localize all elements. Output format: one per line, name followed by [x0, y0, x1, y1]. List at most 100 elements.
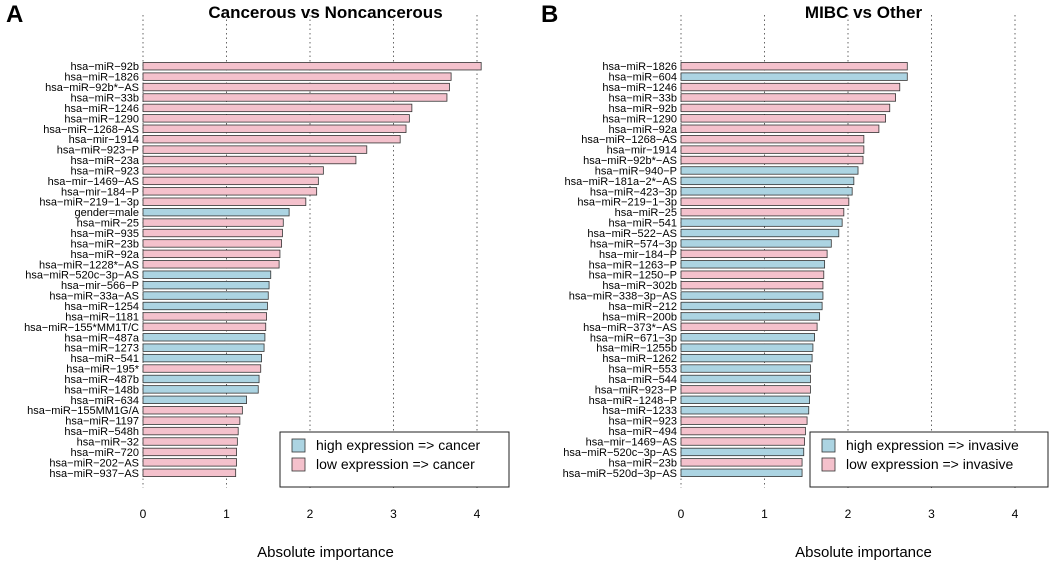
- panel-a-x-axis-title: Absolute importance: [257, 544, 394, 561]
- panel-b-bar: [680, 249, 828, 259]
- panel-b-bar: [680, 406, 810, 415]
- panel-a-bar: [142, 322, 267, 331]
- panel-b-bar: [680, 260, 826, 269]
- panel-b-bar: [680, 145, 865, 154]
- panel-a-bar: [142, 312, 267, 321]
- panel-a-bar: [142, 228, 283, 238]
- panel-a-category-label: hsa−miR−923−P: [57, 145, 139, 157]
- panel-a-category-label: hsa−miR−25: [77, 218, 139, 230]
- panel-a-bar: [142, 176, 319, 186]
- panel-b-category-label: hsa−miR−181a−2*−AS: [564, 176, 677, 188]
- panel-b-x-tick-label: 4: [1012, 507, 1019, 521]
- panel-b-bar: [680, 135, 865, 144]
- panel-a-bar: [142, 114, 410, 123]
- panel-a-category-label: hsa−miR−1826: [64, 72, 139, 84]
- panel-a-category-label: hsa−miR−33b: [71, 92, 140, 104]
- panel-b-category-label: hsa−miR−923: [609, 416, 678, 428]
- panel-a-x-tick-label: 3: [390, 507, 397, 521]
- panel-a-bar: [142, 260, 280, 269]
- panel-b-bar: [680, 176, 855, 186]
- panel-b-bar: [680, 468, 803, 477]
- panel-a-category-label: hsa−miR−1254: [64, 301, 139, 313]
- panel-b-bar: [680, 364, 811, 373]
- panel-b-legend-label-high: high expression => invasive: [846, 437, 1019, 453]
- panel-a-bar: [142, 82, 450, 92]
- panel-a-category-label: hsa−miR−1290: [64, 113, 139, 125]
- panel-b-bar: [680, 374, 811, 384]
- panel-a-category-label: hsa−miR−541: [71, 353, 140, 365]
- panel-a-legend-label-low: low expression => cancer: [316, 456, 475, 472]
- panel-b-legend-label-low: low expression => invasive: [846, 456, 1014, 472]
- panel-a-category-label: hsa−mir−566−P: [61, 280, 139, 292]
- panel-b-chart: 0 1 2 3 4 hsa−miR−1826hsa−miR−604hsa−miR−1246…: [563, 15, 1049, 521]
- panel-b-bar: [680, 187, 853, 196]
- panel-b-category-label: hsa−miR−92a: [609, 124, 678, 136]
- panel-a-category-label: hsa−mir−184−P: [61, 186, 139, 198]
- panel-a-category-label: hsa−miR−1268−AS: [43, 124, 139, 136]
- panel-a-bar: [142, 280, 270, 290]
- panel-b-category-label: hsa−miR−23b: [609, 457, 678, 469]
- panel-a-bar: [142, 395, 247, 404]
- panel-b-x-axis-title: Absolute importance: [795, 544, 932, 561]
- panel-b-category-label: hsa−miR−423−3p: [590, 186, 677, 198]
- panel-a-x-tick-label: 0: [140, 507, 147, 521]
- panel-b-bar: [680, 155, 864, 165]
- panel-a-legend-swatch-high: [291, 438, 306, 453]
- panel-b-category-label: hsa−miR−1290: [602, 113, 677, 125]
- panel-b-category-label: hsa−miR−33b: [609, 92, 678, 104]
- panel-a-category-label: hsa−mir−1914: [69, 134, 139, 146]
- panel-b-bar: [680, 270, 825, 279]
- panel-a-bar: [142, 437, 238, 446]
- panel-a-bar: [142, 249, 281, 259]
- panel-a-bar: [142, 426, 239, 436]
- panel-b-category-label: hsa−miR−940−P: [595, 165, 677, 177]
- panel-a-bar: [142, 374, 260, 384]
- panel-b-bar: [680, 353, 813, 363]
- panel-a-category-label: hsa−miR−937−AS: [49, 468, 139, 480]
- panel-b-bar: [680, 103, 891, 113]
- panel-a-bar: [142, 62, 482, 71]
- panel-b-category-label: hsa−miR−1262: [602, 353, 677, 365]
- panel-a-x-tick-label: 2: [307, 507, 314, 521]
- panel-b-letter: B: [541, 1, 559, 28]
- panel-b-bar: [680, 228, 840, 238]
- panel-b-bar: [680, 280, 824, 290]
- panel-a-category-label: hsa−miR−923: [71, 165, 140, 177]
- panel-b-bar: [680, 218, 843, 227]
- panel-a-category-label: hsa−miR−935: [71, 228, 140, 240]
- panel-b-category-label: hsa−miR−1826: [602, 61, 677, 73]
- panel-a-bar: [142, 166, 324, 175]
- panel-b-x-tick-label: 3: [928, 507, 935, 521]
- panel-a-category-label: gender=male: [74, 207, 139, 219]
- panel-b-category-label: hsa−miR−373*−AS: [583, 322, 677, 334]
- panel-a-legend-box: [279, 431, 510, 488]
- panel-a-category-label: hsa−miR−23b: [71, 238, 140, 250]
- panel-a-bar: [142, 187, 318, 196]
- panel-a-category-label: hsa−miR−1181: [65, 311, 139, 323]
- panel-b-bar: [680, 333, 816, 342]
- panel-b-bar: [680, 82, 901, 92]
- panel-b-bar: [680, 458, 803, 467]
- panel-b-category-label: hsa−miR−1248−P: [589, 395, 677, 407]
- panel-a-category-label: hsa−miR−1246: [64, 103, 139, 115]
- panel-b-category-label: hsa−miR−541: [609, 218, 678, 230]
- panel-b-category-label: hsa−miR−338−3p−AS: [569, 291, 677, 303]
- panel-b-legend-box: [809, 431, 1049, 488]
- panel-b-category-label: hsa−miR−494: [609, 426, 678, 438]
- panel-a-bar: [142, 291, 269, 300]
- panel-b-category-label: hsa−miR−1233: [602, 405, 677, 417]
- panel-b-category-label: hsa−miR−1255b: [596, 343, 677, 355]
- panel-b-category-label: hsa−miR−302b: [602, 280, 677, 292]
- panel-a-bar: [142, 208, 290, 217]
- panel-b-category-label: hsa−miR−1250−P: [589, 270, 677, 282]
- panel-b-x-tick-label: 0: [678, 507, 685, 521]
- panel-b-bar: [680, 312, 821, 321]
- panel-b-category-label: hsa−miR−92b*−AS: [583, 155, 677, 167]
- panel-b-bar: [680, 416, 808, 425]
- panel-a-bar: [142, 270, 272, 279]
- panel-b-category-label: hsa−miR−604: [609, 72, 678, 84]
- panel-b-x-tick-label: 1: [761, 507, 768, 521]
- panel-b-category-label: hsa−mir−1469−AS: [586, 437, 677, 449]
- panel-b-bar: [680, 322, 818, 331]
